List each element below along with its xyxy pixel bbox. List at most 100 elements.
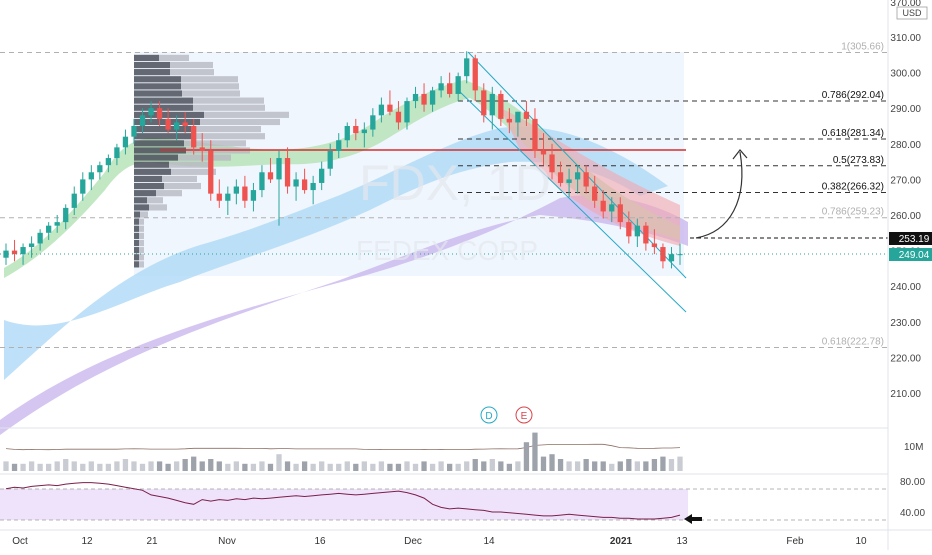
- candle-body: [139, 115, 146, 126]
- rsi-axis-label-80: 80.00: [900, 477, 925, 488]
- volume-profile-bar-down: [193, 104, 265, 111]
- candle-body: [634, 225, 640, 237]
- volume-bar: [319, 461, 325, 471]
- volume-profile-bar-down: [169, 161, 212, 168]
- volume-bar: [515, 461, 521, 471]
- volume-bar: [455, 463, 461, 471]
- volume-bar: [11, 463, 18, 471]
- volume-profile-bar-up: [134, 168, 171, 175]
- volume-profile-bar-up: [134, 126, 191, 133]
- candle-body: [370, 115, 376, 130]
- candle-body: [216, 193, 222, 201]
- candle-body: [173, 122, 180, 130]
- volume-bar: [267, 463, 274, 471]
- volume-profile-bar-up: [134, 247, 139, 254]
- candle-body: [626, 222, 632, 237]
- ema-fast-band-bearish: [500, 108, 680, 246]
- price-tick-label: 230.00: [890, 318, 921, 329]
- volume-bar: [293, 463, 299, 471]
- volume-profile-bar-down: [162, 175, 197, 183]
- volume-bar: [20, 463, 26, 471]
- volume-bar: [361, 461, 367, 471]
- volume-bar: [566, 461, 572, 471]
- candle-body: [574, 172, 581, 180]
- fib-level-label: 0.5(273.83): [833, 155, 884, 166]
- event-marker-dividend[interactable]: D: [480, 406, 498, 424]
- rsi-arrow-icon[interactable]: [684, 514, 702, 524]
- volume-profile-bar-up: [134, 175, 162, 183]
- volume-bar: [301, 461, 308, 471]
- volume-profile-bar-up: [134, 261, 139, 268]
- projection-arrow[interactable]: [695, 151, 743, 239]
- volume-bar: [583, 459, 589, 471]
- volume-bar: [242, 463, 248, 471]
- candle-body: [583, 172, 589, 187]
- volume-profile-bar-down: [181, 83, 239, 90]
- candle-body: [11, 250, 18, 255]
- volume-bar: [592, 461, 598, 471]
- channel-lower-line[interactable]: [457, 89, 687, 313]
- candle-body: [455, 76, 461, 94]
- volume-bar: [447, 463, 453, 471]
- volume-profile-bar-up: [134, 76, 181, 83]
- candle-body: [651, 243, 658, 248]
- volume-profile-bar-down: [139, 254, 144, 261]
- candle-body: [515, 111, 521, 123]
- volume-profile-bar-up: [134, 104, 193, 111]
- volume-bar: [609, 463, 615, 471]
- price-axis[interactable]: 370.00 USD 210.00220.00230.00240.00250.0…: [887, 0, 932, 550]
- candle-body: [37, 232, 43, 244]
- candle-body: [327, 150, 333, 169]
- event-marker-earnings[interactable]: E: [515, 406, 533, 424]
- volume-bar: [139, 463, 146, 471]
- volume-bar: [660, 456, 666, 471]
- ema-mid-band: [4, 126, 668, 380]
- candle-body: [387, 104, 393, 112]
- time-axis[interactable]: Oct 12 21 Nov 16 Dec 14 2021 13 Feb 10: [0, 529, 932, 547]
- volume-bar: [88, 461, 94, 471]
- volume-profile-bar-down: [171, 168, 216, 175]
- fib-retracement[interactable]: 1(305.66) 0.786(292.04) 0.618(281.34) 0.5(2…: [0, 41, 888, 349]
- last-price-badge: [889, 248, 932, 261]
- volume-profile-bar-down: [191, 126, 261, 133]
- volume-bar: [634, 461, 640, 471]
- volume-bar: [276, 454, 282, 471]
- volume-bar: [327, 463, 333, 471]
- candle-body: [447, 83, 453, 94]
- main-pane[interactable]: 1(305.66) 0.786(292.04) 0.618(281.34) 0.5(2…: [0, 0, 888, 435]
- channel-upper-line[interactable]: [467, 51, 687, 279]
- candle-body: [344, 126, 350, 141]
- earnings-marker-label: E: [521, 411, 528, 422]
- candle-body: [677, 254, 683, 256]
- volume-profile-bar-down: [193, 97, 264, 104]
- time-tick-label: 13: [676, 536, 688, 547]
- volume-bar: [395, 463, 402, 471]
- volume-bar: [600, 461, 606, 471]
- fib-level-label: 0.618(222.78): [822, 337, 884, 348]
- candle-body: [421, 93, 427, 105]
- candle-body: [233, 186, 239, 194]
- projection-arrowhead-icon: [732, 149, 748, 160]
- candle-body: [378, 104, 385, 116]
- candle-body: [336, 140, 342, 151]
- volume-bar: [54, 461, 60, 471]
- price-tick-label: 270.00: [890, 175, 921, 186]
- volume-profile-bar-up: [134, 69, 170, 76]
- price-tick-label: 280.00: [890, 140, 921, 151]
- watermark-ticker: FDX, 1D: [359, 155, 551, 211]
- volume-bar: [472, 459, 478, 471]
- volume-profile-bar-up: [134, 111, 204, 118]
- fib-level-label: 0.786(292.04): [822, 90, 884, 101]
- candle-body: [301, 179, 308, 191]
- fib-level-label: 0.382(266.32): [822, 182, 884, 193]
- volume-profile-bar-down: [178, 154, 231, 161]
- volume-bar: [191, 456, 197, 471]
- price-axis-top-label: 370.00: [890, 0, 921, 9]
- volume-bar: [310, 463, 316, 471]
- volume-bar: [80, 463, 86, 471]
- volume-bar: [208, 459, 214, 471]
- currency-badge[interactable]: [896, 6, 928, 20]
- volume-profile-bar-up: [134, 232, 139, 239]
